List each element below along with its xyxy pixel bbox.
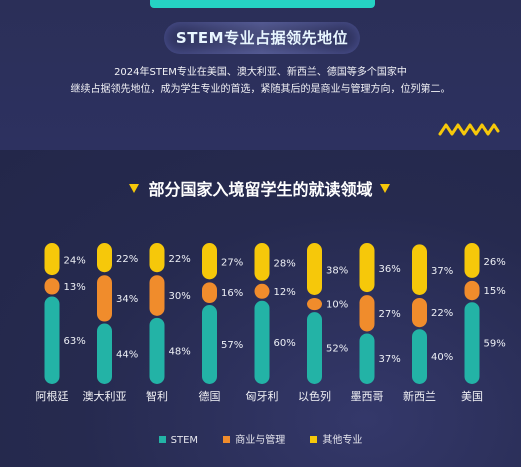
- data-label-other-3: 27%: [221, 258, 243, 269]
- data-label-business-7: 22%: [431, 308, 453, 319]
- bar-other-6: [359, 243, 375, 293]
- bar-other-7: [412, 244, 427, 295]
- legend-label-stem: STEM: [170, 435, 199, 446]
- legend-swatch-business: [223, 436, 231, 443]
- legend-item-stem: STEM: [158, 435, 199, 446]
- data-label-business-0: 13%: [64, 282, 86, 293]
- intro-line-2: 继续占据领先地位，成为学生专业的首选，紧随其后的是商业与管理方向，位列第二。: [70, 84, 451, 95]
- legend-swatch-stem: [158, 436, 166, 443]
- bar-business-0: [44, 278, 60, 295]
- category-label-4: 匈牙利: [246, 389, 279, 403]
- legend-item-business: 商业与管理: [223, 431, 285, 446]
- bar-other-8: [464, 243, 480, 278]
- category-label-2: 智利: [146, 389, 168, 403]
- data-label-business-6: 27%: [379, 309, 401, 320]
- legend-swatch-other: [310, 436, 318, 443]
- bar-stem-8: [464, 302, 480, 384]
- triangle-right-icon: [380, 184, 390, 193]
- data-label-stem-6: 37%: [379, 354, 401, 365]
- chart-title: 部分国家入境留学生的就读领域: [148, 180, 373, 199]
- data-label-business-8: 15%: [484, 286, 506, 297]
- category-label-0: 阿根廷: [36, 389, 69, 403]
- data-label-stem-7: 40%: [431, 352, 453, 363]
- data-label-other-0: 24%: [64, 256, 86, 267]
- banner-pill: [164, 22, 360, 54]
- bar-other-1: [97, 243, 112, 273]
- data-label-business-4: 12%: [274, 287, 296, 298]
- data-label-other-4: 28%: [274, 258, 296, 269]
- data-label-other-1: 22%: [116, 254, 138, 265]
- bar-stem-2: [149, 317, 165, 384]
- legend-item-other: 其他专业: [310, 431, 362, 446]
- legend-label-other: 其他专业: [322, 435, 363, 446]
- bar-business-2: [149, 275, 165, 316]
- triangle-left-icon: [129, 184, 139, 193]
- category-label-5: 以色列: [298, 389, 331, 403]
- bar-business-6: [359, 295, 375, 332]
- bar-business-3: [202, 282, 217, 304]
- bar-other-2: [149, 243, 165, 273]
- bar-stem-0: [44, 296, 60, 384]
- bar-business-8: [464, 280, 480, 301]
- category-label-7: 新西兰: [403, 389, 436, 403]
- top-tab-accent: [150, 0, 375, 8]
- banner-title: STEM专业占据领先地位: [175, 29, 349, 47]
- data-label-stem-8: 59%: [484, 339, 506, 350]
- data-label-business-5: 10%: [326, 300, 348, 311]
- data-label-stem-2: 48%: [169, 346, 191, 357]
- bar-stem-6: [359, 333, 375, 384]
- legend: STEM 商业与管理 其他专业: [0, 431, 521, 446]
- intro-line-1: 2024年STEM专业在美国、澳大利亚、新西兰、德国等多个国家中: [114, 67, 407, 78]
- data-label-other-7: 37%: [431, 266, 453, 277]
- bar-stem-4: [254, 300, 270, 384]
- data-label-business-1: 34%: [116, 294, 138, 305]
- bar-business-5: [307, 297, 322, 311]
- data-label-other-8: 26%: [484, 257, 506, 268]
- category-label-6: 墨西哥: [351, 390, 384, 403]
- bar-business-7: [412, 297, 427, 328]
- data-label-business-2: 30%: [169, 291, 191, 302]
- data-label-other-5: 38%: [326, 265, 348, 276]
- data-label-stem-5: 52%: [326, 344, 348, 355]
- bar-stem-3: [202, 305, 217, 384]
- bar-other-0: [44, 243, 60, 276]
- category-label-1: 澳大利亚: [83, 389, 127, 403]
- category-label-3: 德国: [199, 389, 221, 403]
- bar-other-5: [307, 243, 322, 295]
- intro-text: 2024年STEM专业在美国、澳大利亚、新西兰、德国等多个国家中 继续占据领先地…: [60, 64, 461, 98]
- bar-other-4: [254, 243, 270, 281]
- data-label-other-2: 22%: [169, 254, 191, 265]
- data-label-stem-4: 60%: [274, 338, 296, 349]
- bar-stem-1: [97, 323, 112, 384]
- data-label-stem-0: 63%: [64, 336, 86, 347]
- data-label-stem-3: 57%: [221, 340, 243, 351]
- zigzag-decoration: [438, 123, 500, 136]
- data-label-business-3: 16%: [221, 288, 243, 299]
- legend-label-business: 商业与管理: [235, 435, 286, 446]
- bar-stem-7: [412, 329, 427, 384]
- bar-other-3: [202, 243, 217, 280]
- data-label-other-6: 36%: [379, 264, 401, 275]
- bar-stem-5: [307, 312, 322, 384]
- data-label-stem-1: 44%: [116, 349, 138, 360]
- header-section: [0, 0, 521, 150]
- bar-business-1: [97, 275, 112, 322]
- category-label-8: 美国: [461, 390, 483, 403]
- bar-business-4: [254, 283, 270, 299]
